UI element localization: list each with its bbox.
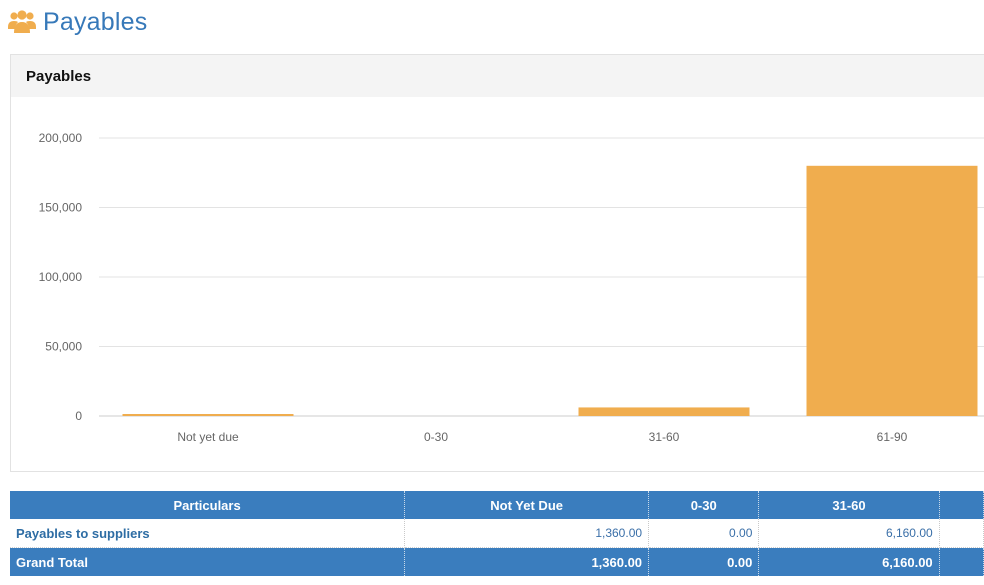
- x-tick-label: 0-30: [424, 430, 448, 444]
- x-tick-label: 31-60: [649, 430, 680, 444]
- x-tick-label: 61-90: [877, 430, 908, 444]
- total-0-30: 0.00: [648, 547, 760, 576]
- x-tick-label: Not yet due: [177, 430, 239, 444]
- total-not-yet-due: 1,360.00: [404, 547, 650, 576]
- column-header-0-30[interactable]: 0-30: [648, 491, 760, 519]
- bar-61-90[interactable]: [806, 165, 978, 416]
- bar-31-60[interactable]: [578, 407, 750, 416]
- bar-not-yet-due[interactable]: [122, 414, 294, 416]
- column-header-31-60[interactable]: 31-60: [758, 491, 940, 519]
- y-tick-label: 200,000: [39, 131, 83, 145]
- payables-chart: 0 50,000 100,000 150,000 200,000 Not yet due 0…: [39, 131, 984, 444]
- panel-title: Payables: [26, 67, 92, 85]
- table-row: Payables to suppliers 1,360.00 0.00 6,16…: [10, 519, 984, 548]
- users-icon: [8, 10, 36, 33]
- grand-total-row: Grand Total 1,360.00 0.00 6,160.00: [10, 547, 984, 576]
- page-header: Payables: [8, 6, 147, 38]
- column-header-particulars[interactable]: Particulars: [10, 491, 406, 519]
- y-tick-label: 50,000: [45, 340, 82, 354]
- y-tick-label: 0: [75, 409, 82, 423]
- column-header-clipped: [939, 491, 984, 519]
- page-title: Payables: [43, 7, 148, 36]
- y-tick-label: 100,000: [39, 270, 83, 284]
- payables-panel: Payables 0 50,000 100,000 150,000 200,000 Not…: [10, 54, 984, 472]
- grand-total-label: Grand Total: [10, 547, 406, 576]
- total-31-60: 6,160.00: [758, 547, 940, 576]
- cell-31-60: 6,160.00: [758, 519, 940, 548]
- cell-clipped: [939, 519, 984, 548]
- cell-not-yet-due: 1,360.00: [404, 519, 650, 548]
- row-label-link[interactable]: Payables to suppliers: [10, 519, 406, 548]
- total-clipped: [939, 547, 984, 576]
- column-header-not-yet-due[interactable]: Not Yet Due: [404, 491, 650, 519]
- cell-0-30: 0.00: [648, 519, 760, 548]
- payables-table: Particulars Not Yet Due 0-30 31-60 Payab…: [10, 491, 984, 576]
- y-tick-label: 150,000: [39, 201, 83, 215]
- table-header-row: Particulars Not Yet Due 0-30 31-60: [10, 491, 984, 519]
- panel-heading: Payables: [11, 55, 984, 97]
